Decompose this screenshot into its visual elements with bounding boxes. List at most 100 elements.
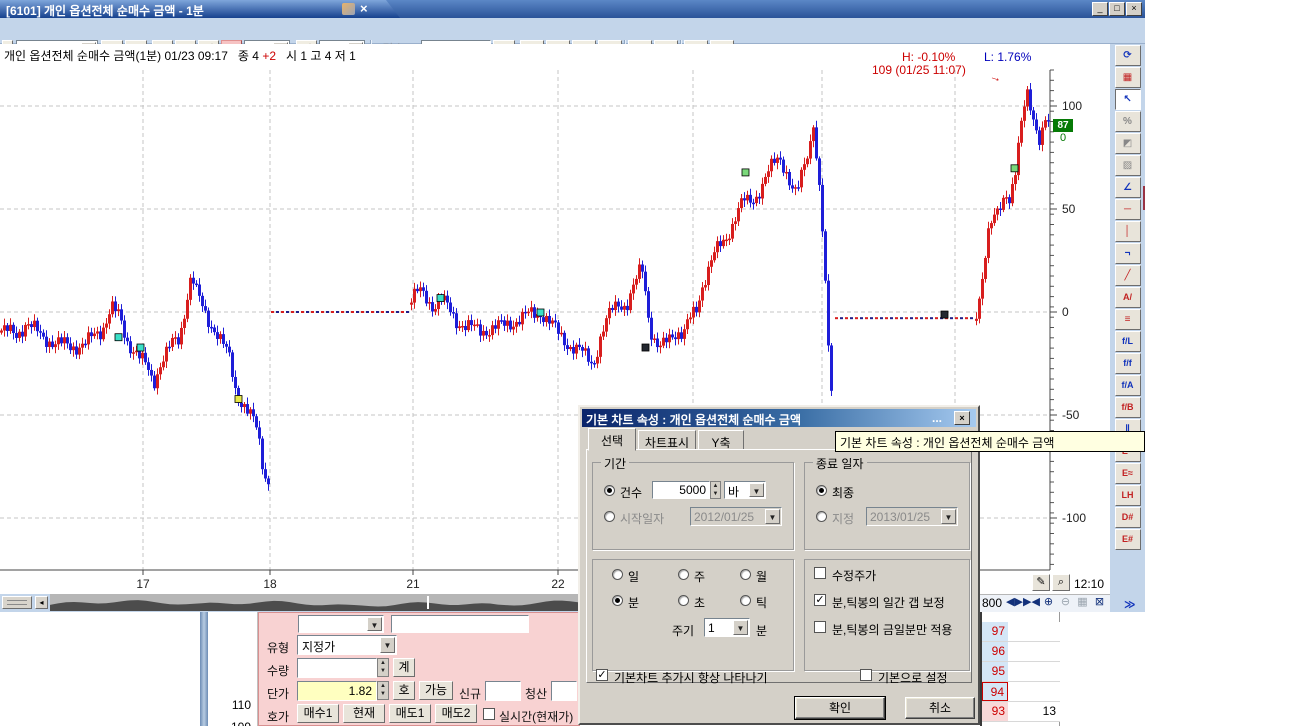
window-divider[interactable] (200, 612, 208, 726)
gap-correct-label[interactable]: 분,틱봉의 일간 갭 보정 (832, 596, 945, 610)
quote-sell2-button[interactable]: 매도2 (435, 704, 477, 723)
fibonacci-time-icon[interactable]: f/f (1114, 353, 1141, 374)
set-default-checkbox[interactable] (860, 669, 872, 681)
ladder-price[interactable]: 97 (982, 622, 1008, 641)
order-top-field[interactable] (391, 615, 529, 633)
month-radio[interactable] (740, 569, 751, 580)
refresh-icon[interactable]: ⟳ (1114, 45, 1141, 66)
close-box-icon[interactable]: ⊠ (1094, 596, 1105, 608)
restore-button[interactable]: □ (1109, 2, 1125, 16)
ladder-price[interactable]: 109 (211, 720, 251, 726)
chevron-down-icon[interactable]: ▼ (941, 509, 956, 524)
expand-horizontal-icon[interactable]: ◀▶ (1006, 596, 1023, 608)
window-title-tab[interactable]: [6101] 개인 옵션전체 순매수 금액 - 1분 (0, 0, 400, 18)
price-spinner[interactable]: ▲ ▼ (377, 681, 389, 700)
navigator-position-marker[interactable] (427, 596, 429, 609)
collapse-horizontal-icon[interactable]: ▶◀ (1023, 596, 1040, 608)
adjust-price-label[interactable]: 수정주가 (832, 569, 877, 583)
week-radio-label[interactable]: 주 (694, 570, 706, 584)
elliott-cycle-icon[interactable]: E≈ (1114, 463, 1141, 484)
chevron-down-icon[interactable]: ▼ (733, 620, 748, 635)
tab-y-axis[interactable]: Y축 (698, 430, 744, 450)
set-date-radio[interactable] (816, 511, 827, 522)
grid-view-icon[interactable]: ▦ (1077, 596, 1088, 608)
always-show-checkbox[interactable]: ✓ (596, 669, 608, 681)
tick-radio-label[interactable]: 틱 (756, 596, 768, 610)
dialog-bar-combo[interactable]: 바 ▼ (724, 481, 766, 499)
qty-spinner[interactable]: ▲ ▼ (377, 658, 389, 677)
last-radio[interactable] (816, 485, 827, 496)
dialog-close-button[interactable]: × (954, 411, 970, 425)
ladder-row[interactable]: 97 (982, 622, 1060, 642)
eraser-icon[interactable]: ◩ (1114, 133, 1141, 154)
today-only-label[interactable]: 분,틱봉의 금일분만 적용 (832, 623, 953, 637)
cancel-button[interactable]: 취소 (905, 697, 975, 719)
hscroll-left-arrow[interactable]: ◂ (35, 596, 48, 609)
ladder-row[interactable]: 93 13 (982, 702, 1060, 722)
fibonacci-retrace-icon[interactable]: f/B (1114, 397, 1141, 418)
start-date-radio[interactable] (604, 511, 615, 522)
order-type-combo[interactable]: 지정가 ▼ (297, 635, 397, 655)
ladder-price[interactable]: 94 (982, 682, 1008, 701)
hatch-event-icon[interactable]: E# (1114, 529, 1141, 550)
second-radio[interactable] (678, 595, 689, 606)
zoom-in-icon[interactable]: ⊕ (1043, 596, 1054, 608)
vline-tool-icon[interactable]: │ (1114, 221, 1141, 242)
order-hoga-button[interactable]: 호 (393, 681, 415, 700)
edit-tool-button[interactable]: ✎ (1032, 574, 1050, 591)
tab-chart-display[interactable]: 차트표시 (638, 430, 696, 450)
ladder-row[interactable]: 94 (982, 682, 1060, 702)
percent-icon[interactable]: % (1114, 111, 1141, 132)
week-radio[interactable] (678, 569, 689, 580)
always-show-label[interactable]: 기본차트 추가시 항상 나타나기 (614, 671, 768, 685)
count-radio-label[interactable]: 건수 (620, 486, 643, 500)
close-button[interactable]: × (1126, 2, 1142, 16)
day-radio[interactable] (612, 569, 623, 580)
order-available-button[interactable]: 가능 (419, 681, 453, 700)
ladder-price[interactable]: 95 (982, 662, 1008, 681)
dialog-count-spinner[interactable]: ▲ ▼ (710, 481, 721, 499)
ladder-row[interactable]: 96 (982, 642, 1060, 662)
low-high-pattern-icon[interactable]: LH (1114, 485, 1141, 506)
order-qty-input[interactable] (297, 658, 377, 678)
ladder-price[interactable]: 93 (982, 702, 1008, 721)
cycle-combo[interactable]: 1 ▼ (704, 618, 750, 637)
zoom-out-icon[interactable]: ⊖ (1060, 596, 1071, 608)
order-price-input[interactable]: 1.82 (297, 681, 377, 701)
chevron-down-icon[interactable]: ▼ (765, 509, 780, 524)
matrix-icon[interactable]: ▦ (1114, 67, 1141, 88)
tab-select[interactable]: 선택 (588, 428, 636, 451)
order-liquidate-field[interactable] (551, 681, 577, 701)
hatch-daily-icon[interactable]: D# (1114, 507, 1141, 528)
fibonacci-levels-icon[interactable]: f/L (1114, 331, 1141, 352)
dialog-titlebar[interactable]: 기본 차트 속성 : 개인 옵션전체 순매수 금액 (582, 409, 976, 427)
quote-buy1-button[interactable]: 매수1 (297, 704, 339, 723)
last-radio-label[interactable]: 최종 (832, 486, 855, 500)
hscroll-grip[interactable] (2, 596, 32, 609)
today-only-checkbox[interactable] (814, 621, 826, 633)
fibonacci-fan-icon[interactable]: f/A (1114, 375, 1141, 396)
chevron-down-icon[interactable]: ▼ (380, 637, 395, 653)
multi-lines-tool-icon[interactable]: ≡ (1114, 309, 1141, 330)
text-note-tool-icon[interactable]: A/ (1114, 287, 1141, 308)
order-new-field[interactable] (485, 681, 521, 701)
hline-tool-icon[interactable]: ─ (1114, 199, 1141, 220)
start-date-combo[interactable]: 2012/01/25 ▼ (690, 507, 782, 526)
realtime-checkbox[interactable] (483, 708, 495, 720)
gap-correct-checkbox[interactable]: ✓ (814, 594, 826, 606)
dialog-count-input[interactable]: 5000 (652, 481, 710, 499)
set-default-label[interactable]: 기본으로 설정 (878, 671, 948, 685)
cursor-icon[interactable]: ↖ (1114, 89, 1141, 110)
day-radio-label[interactable]: 일 (628, 570, 640, 584)
tick-radio[interactable] (740, 595, 751, 606)
tab-close-icon[interactable]: × (360, 1, 368, 16)
end-date-combo[interactable]: 2013/01/25 ▼ (866, 507, 958, 526)
ok-button[interactable]: 확인 (794, 696, 886, 720)
order-sum-button[interactable]: 계 (393, 658, 415, 677)
adjust-price-checkbox[interactable] (814, 567, 826, 579)
second-radio-label[interactable]: 초 (694, 596, 706, 610)
ladder-row[interactable]: 95 (982, 662, 1060, 682)
minute-radio-label[interactable]: 분 (628, 596, 640, 610)
order-top-combo[interactable]: ▼ (298, 615, 384, 633)
zoom-tool-button[interactable]: ⌕ (1052, 574, 1070, 591)
